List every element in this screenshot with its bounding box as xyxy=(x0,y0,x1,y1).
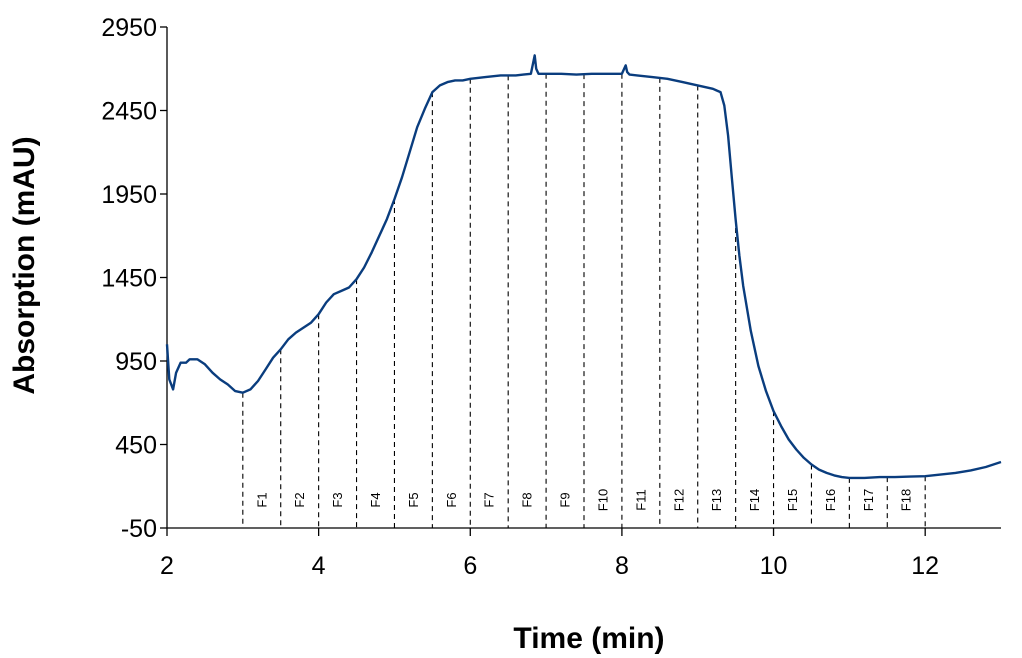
fraction-label: F17 xyxy=(861,489,876,511)
y-tick-label: 450 xyxy=(115,432,157,460)
x-tick-label: 8 xyxy=(615,552,629,580)
fraction-boundary-lines xyxy=(242,73,926,528)
fraction-labels: F1 F2 F3 F4 F5 F6 F7 F8 F9 F10 F11 F12 F13 F14 F15 F16 F… xyxy=(254,489,913,511)
fraction-label: F11 xyxy=(633,489,648,510)
y-axis-title: Absorption (mAU) xyxy=(8,136,41,394)
y-tick-label: -50 xyxy=(121,515,157,543)
fraction-label: F8 xyxy=(520,492,535,507)
fraction-label: F10 xyxy=(595,489,610,511)
fraction-label: F6 xyxy=(444,492,459,507)
fraction-label: F18 xyxy=(899,489,914,511)
x-axis-ticks: 2 4 6 8 10 12 xyxy=(160,528,939,580)
x-tick-label: 10 xyxy=(760,552,788,580)
y-axis-ticks: -50 450 950 1450 1950 2450 2950 xyxy=(101,14,167,543)
fraction-label: F3 xyxy=(330,492,345,507)
fraction-label: F5 xyxy=(406,492,421,507)
x-tick-label: 4 xyxy=(312,552,326,580)
y-tick-label: 1450 xyxy=(101,265,157,293)
fraction-label: F13 xyxy=(709,489,724,511)
y-tick-label: 2450 xyxy=(101,98,157,126)
fraction-label: F9 xyxy=(558,492,573,507)
fraction-label: F7 xyxy=(482,492,497,507)
x-tick-label: 6 xyxy=(463,552,477,580)
fraction-label: F12 xyxy=(671,489,686,511)
x-tick-label: 2 xyxy=(160,552,174,580)
y-tick-label: 2950 xyxy=(101,14,157,42)
absorption-trace xyxy=(165,54,1002,480)
y-tick-label: 950 xyxy=(115,348,157,376)
fraction-label: F2 xyxy=(292,492,307,507)
fraction-label: F4 xyxy=(368,492,383,507)
fraction-label: F16 xyxy=(823,489,838,511)
y-tick-label: 1950 xyxy=(101,181,157,209)
fraction-label: F1 xyxy=(254,492,269,507)
fraction-label: F14 xyxy=(747,489,762,511)
fraction-label: F15 xyxy=(785,489,800,511)
x-axis-title: Time (min) xyxy=(513,622,664,655)
x-tick-label: 12 xyxy=(911,552,939,580)
